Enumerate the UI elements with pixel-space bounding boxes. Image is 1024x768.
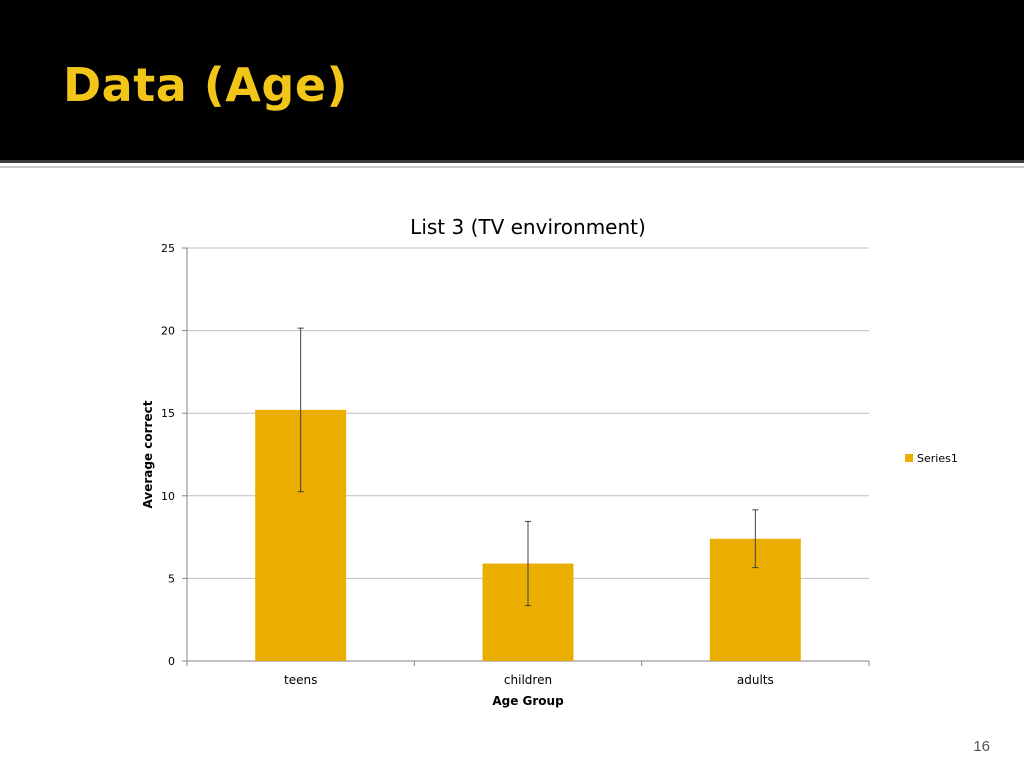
y-axis-title: Average correct [141,400,155,508]
x-tick-label: children [504,673,552,687]
x-tick-label: teens [284,673,317,687]
y-tick-label: 5 [168,572,175,585]
title-band [0,0,1024,160]
slide-number: 16 [973,738,990,755]
chart-svg: List 3 (TV environment) 0 5 10 15 20 25 teens ch… [141,215,958,708]
y-tick-label: 20 [161,325,175,338]
chart: List 3 (TV environment) 0 5 10 15 20 25 teens ch… [0,180,1024,720]
y-tick-label: 10 [161,490,175,503]
title-divider-light [0,166,1024,168]
slide-title: Data (Age) [63,58,349,112]
y-tick-label: 0 [168,655,175,668]
y-tick-label: 15 [161,407,175,420]
chart-title: List 3 (TV environment) [410,215,646,239]
x-tick-label: adults [737,673,774,687]
title-divider [0,160,1024,163]
y-tick-label: 25 [161,242,175,255]
x-axis-title: Age Group [492,694,564,708]
legend-swatch [905,454,913,462]
legend-label: Series1 [917,452,958,465]
